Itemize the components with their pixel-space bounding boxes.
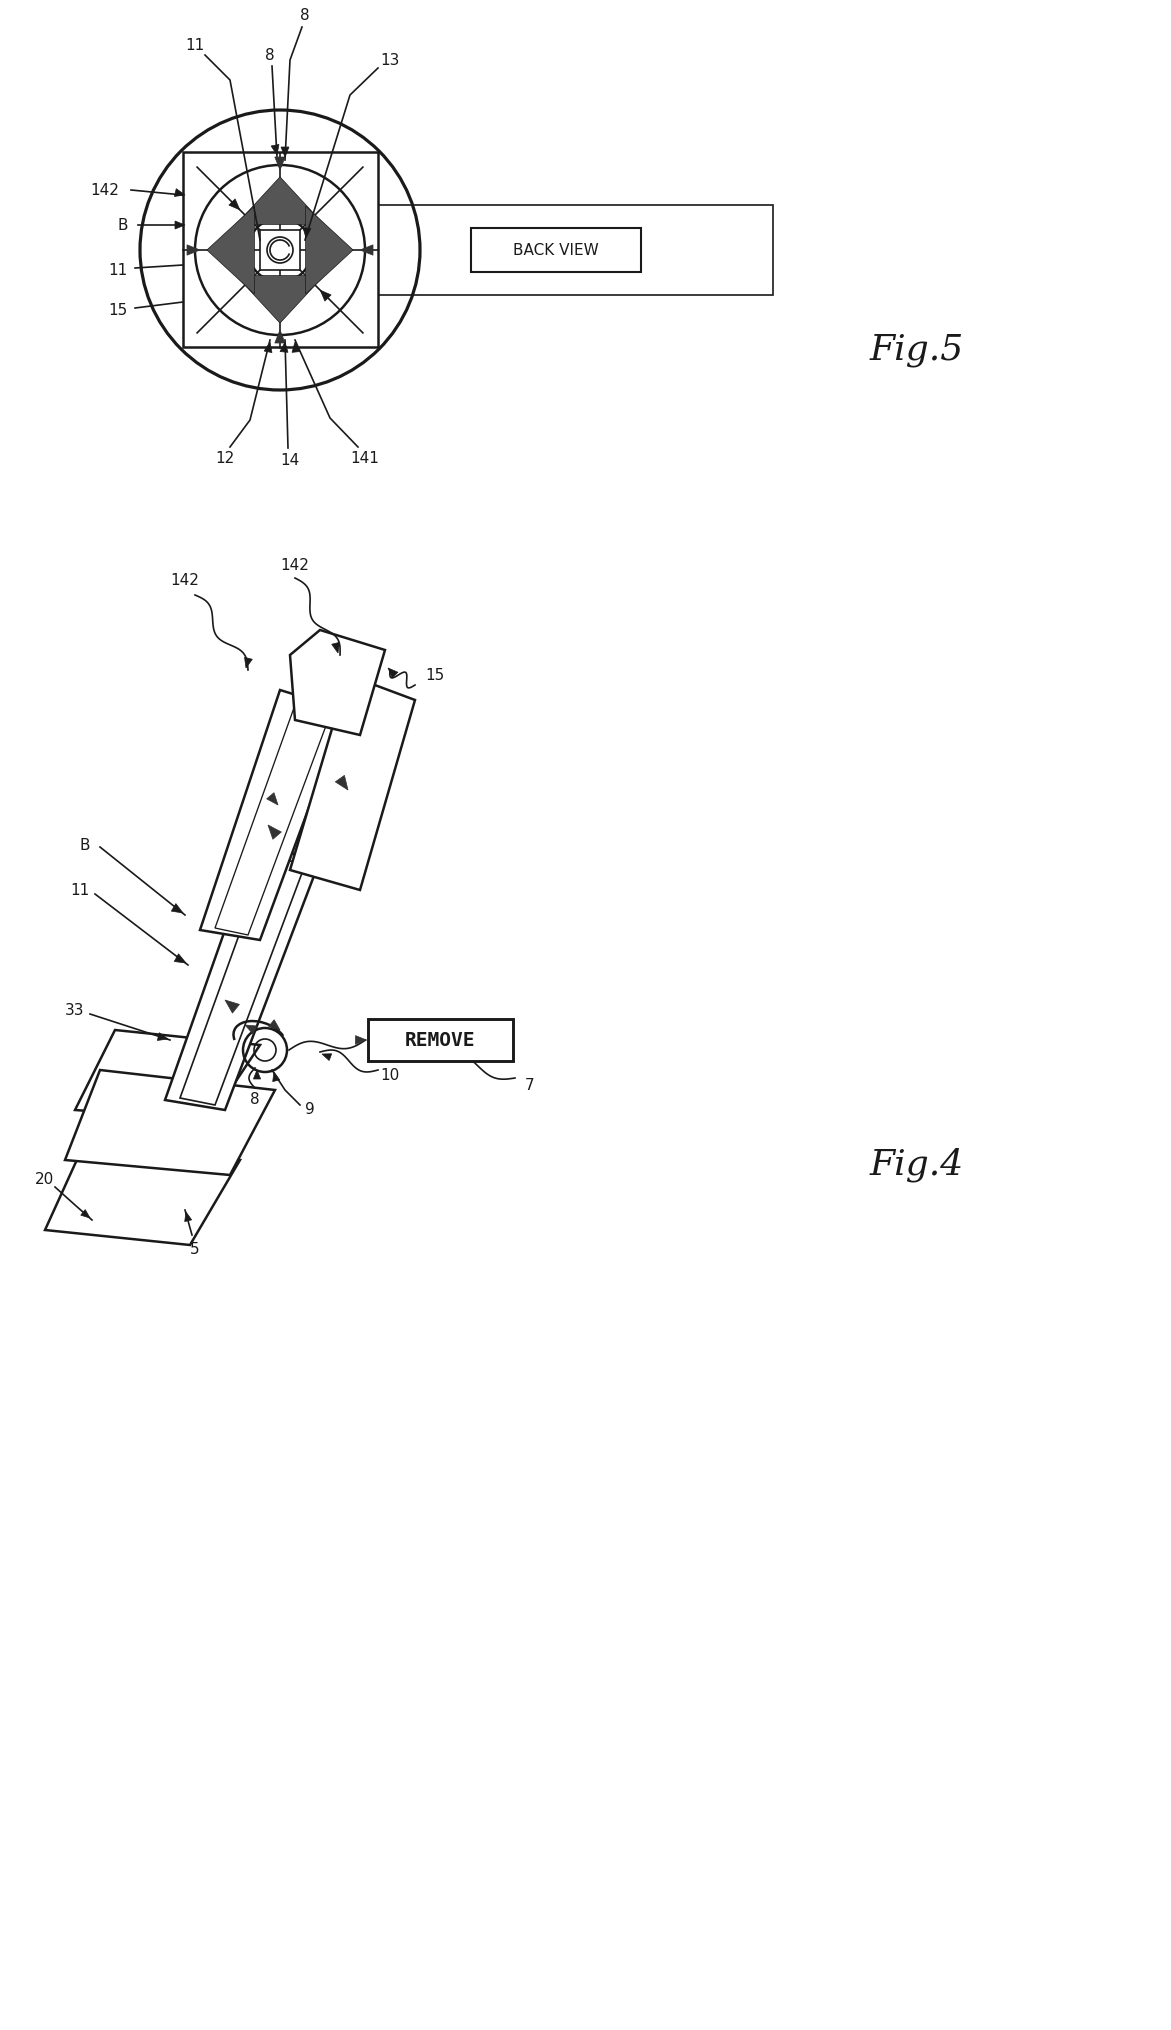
Polygon shape: [81, 1210, 90, 1218]
Polygon shape: [444, 1056, 453, 1062]
Polygon shape: [174, 189, 185, 197]
Polygon shape: [225, 1001, 239, 1013]
Polygon shape: [275, 156, 286, 171]
Bar: [183, 152, 378, 347]
Polygon shape: [335, 775, 348, 790]
Polygon shape: [228, 199, 240, 209]
Text: 14: 14: [280, 453, 300, 467]
Polygon shape: [174, 954, 186, 962]
Text: BACK VIEW: BACK VIEW: [513, 242, 598, 258]
Polygon shape: [265, 341, 272, 353]
Text: 13: 13: [381, 53, 399, 67]
Text: 10: 10: [381, 1068, 399, 1082]
Polygon shape: [303, 227, 311, 238]
Text: 33: 33: [66, 1003, 84, 1017]
Text: B: B: [80, 838, 90, 853]
Text: Fig.5: Fig.5: [870, 333, 964, 367]
Polygon shape: [267, 792, 278, 806]
Polygon shape: [207, 207, 254, 294]
Text: 7: 7: [525, 1078, 535, 1092]
Text: 141: 141: [350, 451, 379, 465]
Polygon shape: [281, 146, 289, 156]
Polygon shape: [245, 1025, 256, 1033]
Bar: [260, 229, 300, 270]
Text: 8: 8: [300, 8, 310, 22]
Polygon shape: [356, 1035, 367, 1043]
Text: 20: 20: [35, 1173, 55, 1188]
Bar: [471, 227, 641, 272]
Polygon shape: [253, 1070, 261, 1080]
Polygon shape: [273, 1072, 280, 1082]
Text: 142: 142: [171, 572, 199, 587]
Text: 5: 5: [190, 1242, 200, 1257]
Bar: [368, 1019, 513, 1062]
Polygon shape: [245, 658, 252, 668]
Polygon shape: [171, 903, 183, 914]
Polygon shape: [290, 676, 415, 889]
Polygon shape: [306, 207, 354, 294]
Polygon shape: [359, 246, 374, 256]
Polygon shape: [275, 331, 286, 343]
Text: B: B: [118, 217, 129, 233]
Polygon shape: [272, 144, 279, 154]
Polygon shape: [165, 844, 320, 1110]
Polygon shape: [268, 824, 281, 838]
Polygon shape: [66, 1070, 275, 1175]
Text: 142: 142: [90, 183, 119, 197]
Text: 15: 15: [425, 668, 445, 682]
Polygon shape: [200, 690, 345, 940]
Polygon shape: [75, 1029, 260, 1121]
Text: 142: 142: [281, 558, 309, 572]
Text: 11: 11: [109, 262, 128, 278]
Text: REMOVE: REMOVE: [405, 1031, 475, 1050]
Polygon shape: [290, 629, 385, 735]
Text: 11: 11: [185, 37, 205, 53]
Polygon shape: [322, 1054, 331, 1060]
Bar: [378, 205, 773, 294]
Polygon shape: [331, 641, 340, 654]
Polygon shape: [180, 855, 304, 1104]
Polygon shape: [187, 246, 200, 256]
Polygon shape: [320, 290, 331, 300]
Polygon shape: [292, 341, 300, 353]
Polygon shape: [237, 276, 324, 323]
Polygon shape: [157, 1033, 167, 1041]
Text: Fig.4: Fig.4: [870, 1147, 964, 1181]
Polygon shape: [268, 1019, 280, 1029]
Text: 12: 12: [215, 451, 234, 465]
Text: 11: 11: [70, 883, 90, 897]
Polygon shape: [185, 1212, 192, 1222]
Text: 9: 9: [306, 1102, 315, 1117]
Text: 8: 8: [251, 1092, 260, 1108]
Text: 15: 15: [109, 302, 128, 317]
Polygon shape: [44, 1143, 240, 1244]
Polygon shape: [215, 704, 330, 936]
Polygon shape: [280, 341, 288, 353]
Polygon shape: [388, 668, 398, 678]
Polygon shape: [237, 177, 324, 225]
Polygon shape: [174, 221, 185, 229]
Text: 8: 8: [265, 47, 275, 63]
